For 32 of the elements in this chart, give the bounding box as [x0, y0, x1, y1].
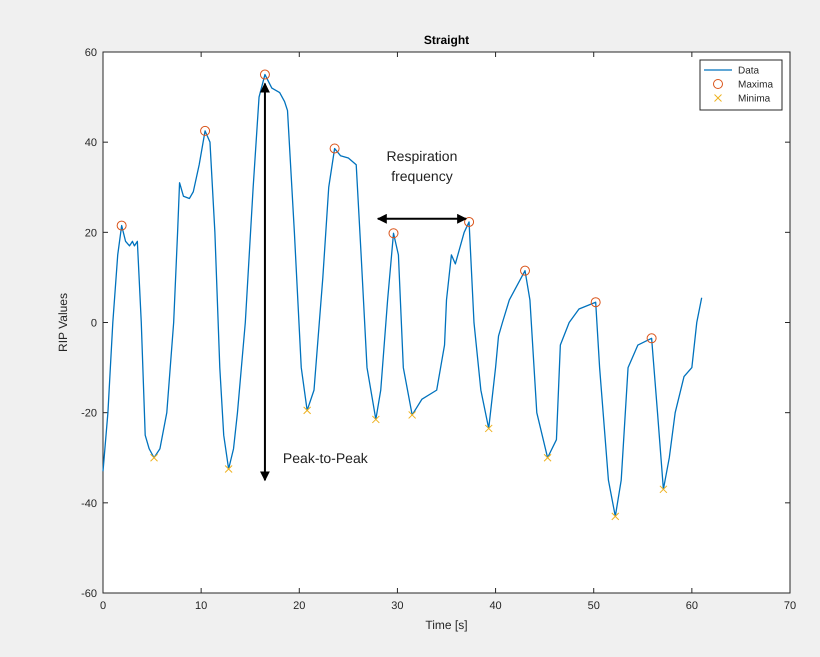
y-tick-label: -60 — [81, 588, 97, 600]
y-tick-label: -20 — [81, 408, 97, 420]
chart-title: Straight — [424, 33, 470, 47]
y-tick-label: 20 — [84, 227, 97, 240]
x-tick-label: 50 — [588, 600, 600, 612]
x-axis-title: Time [s] — [425, 618, 468, 632]
x-tick-label: 30 — [391, 600, 404, 612]
legend-label: Maxima — [738, 80, 774, 90]
x-tick-label: 60 — [686, 600, 698, 612]
legend-label: Data — [738, 66, 760, 76]
y-tick-label: 40 — [84, 137, 97, 150]
point — [646, 333, 657, 344]
y-tick-label: 0 — [90, 318, 97, 330]
y-tick-label: 60 — [84, 47, 97, 59]
point — [590, 297, 601, 308]
legend-label: Minima — [738, 94, 771, 104]
point — [200, 126, 210, 136]
annotation: Respiration frequency — [386, 148, 458, 184]
point — [116, 220, 127, 231]
point — [388, 228, 399, 238]
annotation: Peak-to-Peak — [282, 450, 369, 466]
point — [330, 143, 340, 154]
y-tick-label: -40 — [81, 498, 97, 510]
x-tick-label: 70 — [784, 600, 796, 612]
point — [520, 266, 530, 276]
y-axis-title: RIP Values — [56, 293, 70, 352]
x-tick-label: 20 — [293, 600, 306, 612]
x-tick-label: 10 — [195, 600, 208, 612]
point — [260, 70, 270, 80]
x-tick-label: 0 — [100, 600, 106, 612]
x-tick-label: 40 — [489, 600, 502, 612]
point — [464, 216, 474, 227]
